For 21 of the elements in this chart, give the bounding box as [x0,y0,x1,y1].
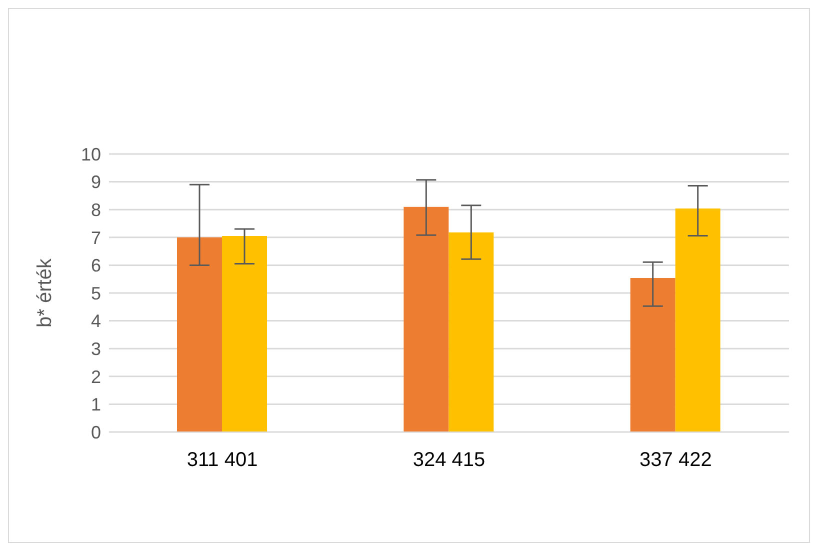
bar [177,237,222,432]
bar [448,232,494,432]
bar [404,206,449,432]
x-tick-label: 337 422 [640,449,712,472]
y-tick-label: 3 [90,338,101,359]
y-tick-label: 9 [90,172,101,192]
y-tick-label: 2 [90,366,101,387]
bar [675,208,720,432]
y-tick-label: 10 [80,144,101,164]
x-tick-label: 311 401 [186,449,258,472]
y-axis-title: b* érték [34,258,56,328]
y-tick-label: 7 [90,228,101,248]
bar [222,236,267,432]
y-tick-label: 6 [90,256,101,276]
y-tick-label: 8 [90,200,101,220]
x-tick-label: 324 415 [412,449,486,472]
y-tick-label: 4 [90,311,101,332]
y-tick-label: 5 [90,283,101,304]
y-tick-label: 0 [90,422,101,442]
y-tick-label: 1 [90,394,101,415]
bar [630,278,676,432]
